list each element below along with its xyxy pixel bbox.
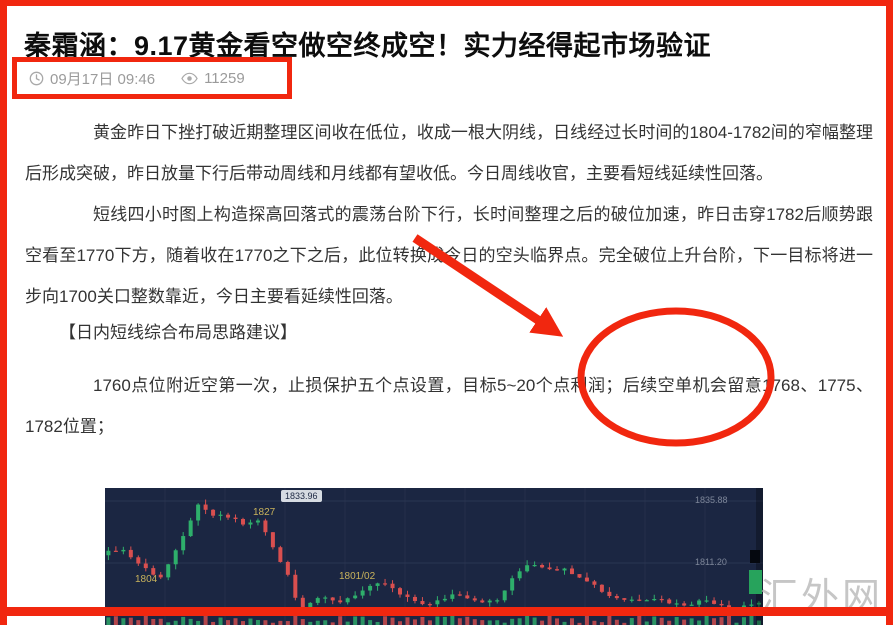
annotation-frame-bottom bbox=[0, 607, 893, 616]
paragraph-1: 黄金昨日下挫打破近期整理区间收在低位，收成一根大阴线，日线经过长时间的1804-… bbox=[25, 123, 873, 183]
eye-icon bbox=[181, 72, 198, 85]
view-count: 11259 bbox=[181, 70, 245, 87]
view-count-label: 11259 bbox=[204, 69, 245, 87]
article-title: 秦霜涵：9.17黄金看空做空终成空！实力经得起市场验证 bbox=[24, 31, 712, 61]
chart-label: 1804 bbox=[135, 574, 158, 585]
candlestick-svg bbox=[105, 488, 763, 625]
clock-icon bbox=[29, 71, 44, 86]
chart-label: 1801/02 bbox=[339, 571, 376, 582]
paragraph-2: 短线四小时图上构造探高回落式的震荡台阶下行，长时间整理之后的破位加速，昨日击穿1… bbox=[25, 205, 873, 306]
price-tag-green bbox=[749, 570, 762, 594]
annotation-frame-top bbox=[0, 0, 893, 6]
paragraph-3: 1760点位附近空第一次，止损保护五个点设置，目标5~20个点利润；后续空单机会… bbox=[25, 376, 873, 436]
publish-date: 09月17日 09:46 bbox=[29, 68, 155, 89]
chart-label: 1827 bbox=[253, 507, 276, 518]
candlestick-chart-image: 1833.96 1827 1804 1801/02 1835.88 1811.20 bbox=[105, 488, 763, 625]
publish-date-label: 09月17日 09:46 bbox=[50, 70, 156, 88]
price-tag-dark bbox=[750, 550, 760, 563]
section-heading: 【日内短线综合布局思路建议】 bbox=[59, 323, 297, 342]
meta-box: 09月17日 09:46 11259 bbox=[12, 57, 292, 99]
annotation-frame-left bbox=[0, 0, 7, 625]
chart-label: 1833.96 bbox=[281, 490, 322, 502]
chart-label: 1835.88 bbox=[695, 495, 728, 505]
annotation-frame-right bbox=[886, 0, 893, 625]
chart-label: 1811.20 bbox=[695, 557, 727, 567]
